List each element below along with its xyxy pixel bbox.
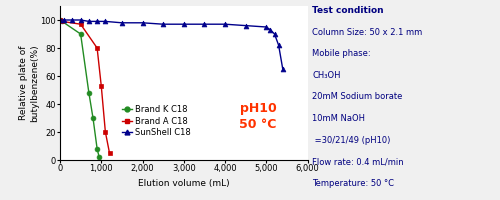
Text: Test condition: Test condition — [312, 6, 384, 15]
Text: Temperature: 50 °C: Temperature: 50 °C — [312, 179, 394, 188]
Y-axis label: Relative plate of
butylbenzene(%): Relative plate of butylbenzene(%) — [20, 44, 38, 122]
Legend: Brand K C18, Brand A C18, SunShell C18: Brand K C18, Brand A C18, SunShell C18 — [118, 102, 194, 140]
Text: Column Size: 50 x 2.1 mm: Column Size: 50 x 2.1 mm — [312, 28, 423, 37]
X-axis label: Elution volume (mL): Elution volume (mL) — [138, 179, 230, 188]
Text: Mobile phase:: Mobile phase: — [312, 49, 371, 58]
Text: pH10
50 °C: pH10 50 °C — [240, 102, 277, 131]
Text: 20mM Sodium borate: 20mM Sodium borate — [312, 92, 403, 101]
Text: CH₃OH: CH₃OH — [312, 71, 341, 80]
Text: 10mM NaOH: 10mM NaOH — [312, 114, 366, 123]
Text: Flow rate: 0.4 mL/min: Flow rate: 0.4 mL/min — [312, 157, 404, 166]
Text: =30/21/49 (pH10): =30/21/49 (pH10) — [312, 136, 391, 145]
